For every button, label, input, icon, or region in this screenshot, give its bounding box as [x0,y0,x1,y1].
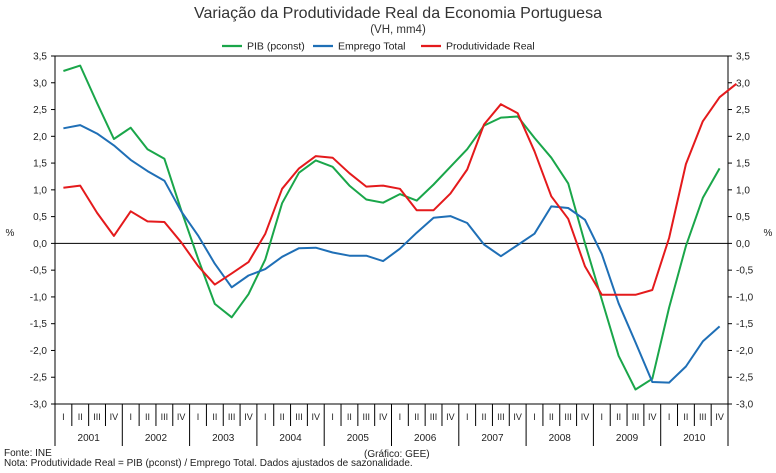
x-tick-label-quarter: III [497,412,505,422]
x-tick-label-quarter: III [93,412,101,422]
x-tick-label-quarter: I [197,412,200,422]
x-tick-label-year: 2009 [616,433,639,444]
x-tick-label-quarter: III [564,412,572,422]
x-tick-label-quarter: IV [715,412,724,422]
y-tick-label-right: 1,0 [736,185,750,196]
x-tick-label-quarter: II [78,412,83,422]
source-note: Fonte: INE [4,448,52,459]
x-tick-label-quarter: I [264,412,267,422]
x-tick-label-year: 2004 [279,433,302,444]
x-tick-label-year: 2007 [481,433,504,444]
x-tick-label-quarter: I [62,412,65,422]
series-line-emprego-total [63,124,721,384]
y-tick-label-right: 0,5 [736,212,750,223]
legend: PIB (pconst) Emprego Total Produtividade R… [222,41,535,53]
series-line-pib-pconst [63,64,721,391]
x-tick-label-quarter: II [482,412,487,422]
x-tick-label-quarter: IV [648,412,657,422]
x-tick-label-quarter: II [414,412,419,422]
x-tick-label-year: 2008 [549,433,572,444]
chart-subtitle: (VH, mm4) [370,24,426,36]
x-tick-label-quarter: I [331,412,334,422]
x-tick-label-year: 2002 [145,433,168,444]
legend-label-produtividade-real: Produtividade Real [446,41,535,53]
x-tick-label-quarter: II [549,412,554,422]
y-tick-label-right: 1,5 [736,159,750,170]
x-tick-label-quarter: I [601,412,604,422]
y-axis-label-right: % [764,228,773,239]
x-tick-label-quarter: II [616,412,621,422]
y-tick-label-left: 0,5 [33,212,47,223]
y-tick-label-right: 2,5 [736,105,750,116]
y-axis-label-left: % [6,228,15,239]
y-tick-label-left: -1,0 [30,292,48,303]
y-tick-label-right: -1,5 [736,319,754,330]
y-tick-label-left: -0,5 [30,266,48,277]
x-tick-label-quarter: IV [446,412,455,422]
series-line-produtividade-real [63,83,738,296]
y-tick-label-left: -3,0 [30,400,48,411]
x-tick-label-quarter: III [430,412,438,422]
chart-title: Variação da Produtividade Real da Econom… [194,5,602,22]
y-tick-label-right: -2,0 [736,346,754,357]
y-tick-label-left: -2,0 [30,346,48,357]
x-axis: I II III IV I II III IV I II III IV I II III IV I II III IV… [54,404,729,446]
x-tick-label-quarter: II [347,412,352,422]
y-axis-left: 3,5 3,0 2,5 2,0 1,5 1,0 0,5 0,0 -0,5 -1,0 -1,5 -2,0… [30,52,55,411]
x-tick-label-quarter: III [363,412,371,422]
x-tick-label-quarter: I [533,412,536,422]
y-tick-label-left: 3,5 [33,52,47,63]
x-tick-label-year: 2003 [212,433,235,444]
y-tick-label-left: 2,5 [33,105,47,116]
y-axis-right: 3,5 3,0 2,5 2,0 1,5 1,0 0,5 0,0 -0,5 -1,0 -1,5 -2,0… [728,52,754,411]
y-tick-label-right: 0,0 [736,239,750,250]
y-tick-label-left: 3,0 [33,78,47,89]
x-tick-label-quarter: III [161,412,169,422]
y-tick-label-right: -1,0 [736,292,754,303]
x-tick-label-year: 2001 [78,433,101,444]
x-tick-label-quarter: III [699,412,707,422]
x-tick-label-quarter: I [668,412,671,422]
y-tick-label-left: 1,0 [33,185,47,196]
y-tick-label-left: 2,0 [33,132,47,143]
x-tick-label-quarter: IV [581,412,590,422]
x-tick-label-quarter: III [228,412,236,422]
x-tick-label-quarter: I [399,412,402,422]
x-tick-label-year: 2006 [414,433,437,444]
plot-area [54,55,729,405]
x-tick-label-quarter: II [145,412,150,422]
x-tick-label-quarter: IV [244,412,253,422]
y-tick-label-right: -2,5 [736,373,754,384]
x-tick-label-quarter: IV [312,412,321,422]
x-tick-label-quarter: IV [110,412,119,422]
x-tick-label-quarter: II [280,412,285,422]
y-tick-label-right: 3,5 [736,52,750,63]
chart-credit: (Gráfico: GEE) [364,449,430,460]
legend-label-emprego-total: Emprego Total [338,41,406,53]
x-tick-label-quarter: IV [177,412,186,422]
y-tick-label-left: -2,5 [30,373,48,384]
x-tick-label-quarter: III [632,412,640,422]
y-tick-label-left: -1,5 [30,319,48,330]
y-tick-label-left: 1,5 [33,159,47,170]
y-tick-label-right: 2,0 [736,132,750,143]
y-tick-label-right: 3,0 [736,78,750,89]
x-tick-label-quarter: IV [513,412,522,422]
x-tick-label-quarter: II [212,412,217,422]
x-tick-label-quarter: II [683,412,688,422]
y-tick-label-right: -0,5 [736,266,754,277]
x-tick-label-quarter: I [466,412,469,422]
legend-label-pib-pconst: PIB (pconst) [247,41,305,53]
series-lines [63,64,738,391]
y-tick-label-left: 0,0 [33,239,47,250]
x-tick-label-quarter: III [295,412,303,422]
x-tick-label-year: 2005 [347,433,370,444]
x-tick-label-quarter: I [129,412,132,422]
y-tick-label-right: -3,0 [736,400,754,411]
footnote: Nota: Produtividade Real = PIB (pconst) … [4,458,413,469]
x-tick-label-quarter: IV [379,412,388,422]
plot-border [54,55,729,405]
x-tick-label-year: 2010 [683,433,706,444]
